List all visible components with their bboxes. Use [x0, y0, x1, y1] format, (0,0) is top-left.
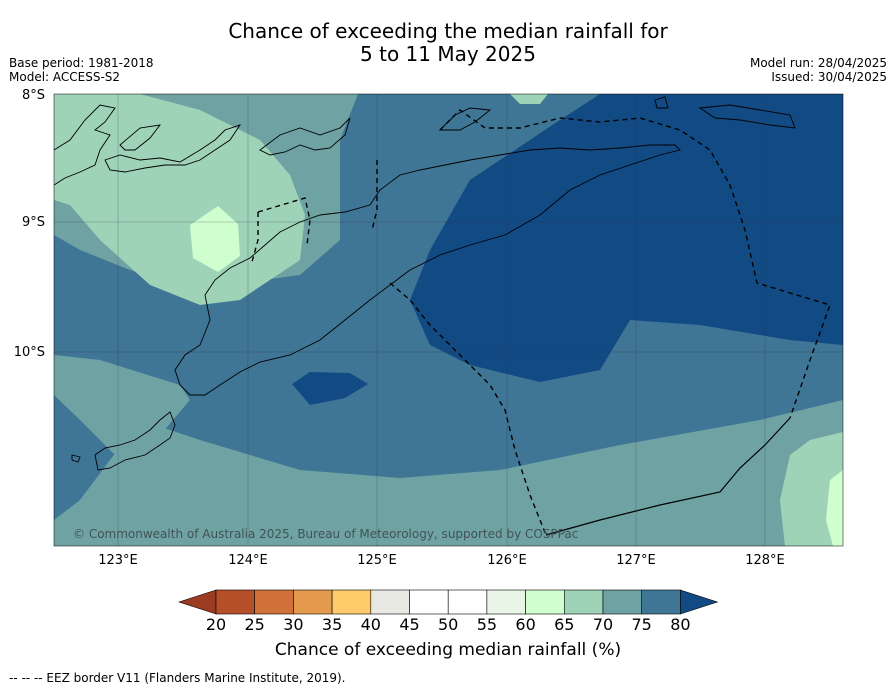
alor-coast — [104, 124, 242, 173]
contour-80-plus — [410, 94, 843, 382]
base-period: Base period: 1981-2018 — [9, 56, 154, 70]
metadata-left: Base period: 1981-2018 Model: ACCESS-S2 — [9, 56, 154, 84]
colorbar-bin — [525, 589, 565, 615]
wetar-coast — [259, 117, 351, 156]
eez-north-mid — [371, 160, 378, 231]
colorbar-tick-label: 45 — [399, 615, 420, 634]
lon-label-124e: 124°E — [228, 553, 268, 568]
colorbar-bin — [370, 589, 410, 615]
colorbar-bin — [641, 589, 681, 615]
colorbar-bin — [563, 589, 604, 615]
lon-label-128e: 128°E — [745, 553, 785, 568]
title-line-2: 5 to 11 May 2025 — [360, 42, 536, 66]
colorbar-bin — [293, 589, 333, 615]
colorbar-tick-label: 55 — [476, 615, 498, 634]
tanimbar-coast — [698, 104, 796, 129]
lat-label-9s: 9°S — [21, 215, 45, 230]
small-island — [654, 96, 669, 109]
copyright-watermark: © Commonwealth of Australia 2025, Bureau… — [73, 527, 579, 541]
eez-solid — [545, 417, 791, 536]
colorbar-bin — [447, 589, 488, 615]
colorbar-tick-label: 70 — [592, 615, 614, 634]
lon-label-123e: 123°E — [98, 553, 138, 568]
lat-label-10s: 10°S — [13, 345, 45, 360]
colorbar-tick-label: 35 — [321, 615, 343, 634]
contour-60-65-right — [826, 470, 843, 546]
colorbar-bin — [409, 589, 449, 615]
contour-80-plus-small — [292, 372, 368, 405]
colorbar-tick-label: 20 — [205, 615, 227, 634]
colorbar-tick-label: 75 — [631, 615, 652, 634]
colorbar — [178, 589, 719, 615]
map-title: Chance of exceeding the median rainfall … — [0, 20, 896, 66]
lat-label-8s: 8°S — [21, 88, 45, 103]
colorbar-extend-high — [680, 589, 719, 615]
colorbar-tick-label: 25 — [244, 615, 265, 634]
colorbar-bin — [215, 589, 256, 615]
colorbar-label: Chance of exceeding median rainfall (%) — [274, 640, 622, 660]
colorbar-extend-low — [178, 589, 217, 615]
eez-border — [251, 109, 831, 536]
eez-east — [439, 109, 831, 419]
colorbar-tick-label: 50 — [438, 615, 459, 634]
map-frame — [53, 93, 844, 547]
model-run: Model run: 28/04/2025 — [749, 56, 887, 70]
colorbar-tick-label: 30 — [283, 615, 304, 634]
timor-coast — [174, 144, 681, 396]
eez-south — [389, 282, 547, 536]
lon-label-126e: 126°E — [487, 553, 527, 568]
footnote: -- -- -- EEZ border V11 (Flanders Marine… — [9, 671, 346, 685]
ndao-coast — [71, 454, 81, 463]
contour-70-75-left — [54, 355, 190, 470]
rainfall-contours — [54, 94, 843, 546]
eez-west-top2 — [257, 197, 311, 246]
contour-60-65 — [190, 206, 240, 272]
lon-label-127e: 127°E — [616, 553, 656, 568]
flores-coast — [54, 104, 116, 186]
metadata-right: Model run: 28/04/2025 Issued: 30/04/2025 — [750, 56, 887, 84]
colorbar-bin — [331, 589, 372, 615]
colorbar-tick-label: 60 — [515, 615, 536, 634]
colorbar-bin — [486, 589, 526, 615]
contour-65-70-top — [510, 94, 548, 104]
title-line-1: Chance of exceeding the median rainfall … — [228, 19, 668, 43]
island-coast — [119, 124, 162, 151]
colorbar-tick-label: 80 — [670, 615, 691, 634]
model-name: Model: ACCESS-S2 — [9, 70, 121, 84]
colorbar-bin — [254, 589, 294, 615]
colorbar-tick-label: 40 — [360, 615, 381, 634]
issued-date: Issued: 30/04/2025 — [771, 70, 887, 84]
contour-65-70 — [54, 94, 305, 305]
rote-coast — [94, 411, 176, 471]
lon-label-125e: 125°E — [357, 553, 397, 568]
colorbar-tick-label: 65 — [554, 615, 575, 634]
colorbar-bin — [602, 589, 643, 615]
eez-southeast — [545, 417, 791, 536]
eez-west-top — [251, 212, 259, 263]
